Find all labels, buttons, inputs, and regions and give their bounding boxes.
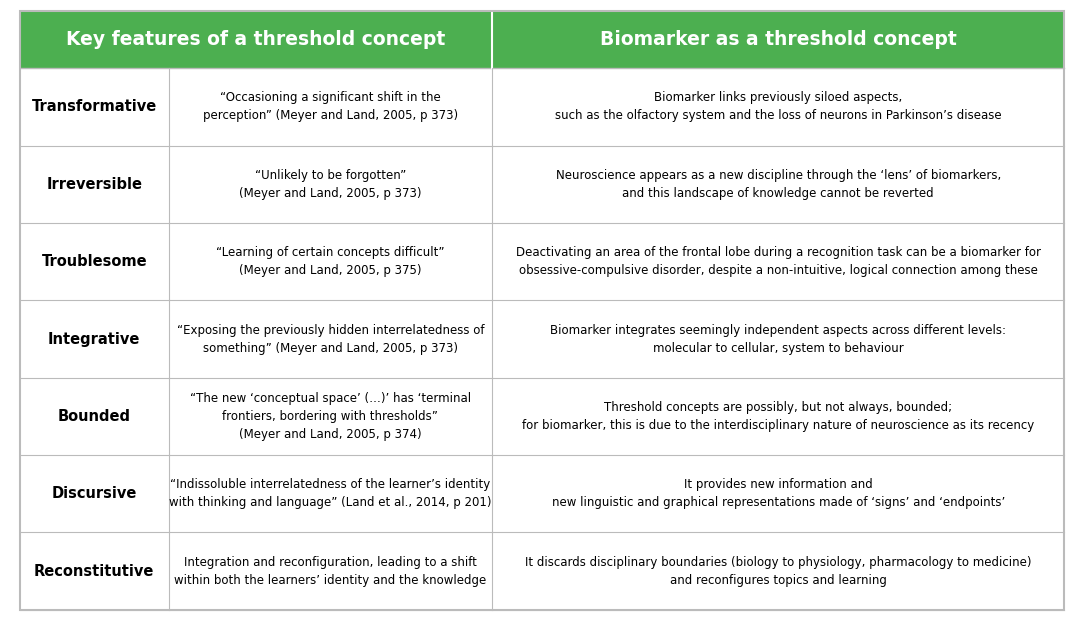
Text: Irreversible: Irreversible <box>47 177 142 192</box>
Text: Biomarker as a threshold concept: Biomarker as a threshold concept <box>599 30 956 49</box>
Text: Neuroscience appears as a new discipline through the ‘lens’ of biomarkers,
and t: Neuroscience appears as a new discipline… <box>555 169 1001 200</box>
Text: Discursive: Discursive <box>52 486 137 501</box>
Text: “Occasioning a significant shift in the
perception” (Meyer and Land, 2005, p 373: “Occasioning a significant shift in the … <box>203 91 457 122</box>
Text: It discards disciplinary boundaries (biology to physiology, pharmacology to medi: It discards disciplinary boundaries (bio… <box>525 556 1031 587</box>
Text: Reconstitutive: Reconstitutive <box>34 564 154 579</box>
Text: “Learning of certain concepts difficult”
(Meyer and Land, 2005, p 375): “Learning of certain concepts difficult”… <box>216 246 444 277</box>
Text: “Exposing the previously hidden interrelatedness of
something” (Meyer and Land, : “Exposing the previously hidden interrel… <box>177 324 485 355</box>
Text: Integration and reconfiguration, leading to a shift
within both the learners’ id: Integration and reconfiguration, leading… <box>175 556 487 587</box>
Text: Key features of a threshold concept: Key features of a threshold concept <box>66 30 446 49</box>
Text: “Indissoluble interrelatedness of the learner’s identity
with thinking and langu: “Indissoluble interrelatedness of the le… <box>169 478 492 509</box>
Text: Deactivating an area of the frontal lobe during a recognition task can be a biom: Deactivating an area of the frontal lobe… <box>516 246 1041 277</box>
Text: It provides new information and
new linguistic and graphical representations mad: It provides new information and new ling… <box>552 478 1005 509</box>
Text: Biomarker integrates seemingly independent aspects across different levels:
mole: Biomarker integrates seemingly independe… <box>551 324 1006 355</box>
Bar <box>20 11 492 68</box>
Text: “The new ‘conceptual space’ (…)’ has ‘terminal
frontiers, bordering with thresho: “The new ‘conceptual space’ (…)’ has ‘te… <box>190 392 470 441</box>
Text: Troublesome: Troublesome <box>41 254 147 270</box>
Bar <box>492 11 1064 68</box>
Text: “Unlikely to be forgotten”
(Meyer and Land, 2005, p 373): “Unlikely to be forgotten” (Meyer and La… <box>240 169 422 200</box>
Text: Integrative: Integrative <box>48 332 141 347</box>
Text: Biomarker links previously siloed aspects,
such as the olfactory system and the : Biomarker links previously siloed aspect… <box>555 91 1002 122</box>
Text: Threshold concepts are possibly, but not always, bounded;
for biomarker, this is: Threshold concepts are possibly, but not… <box>522 401 1034 432</box>
Text: Bounded: Bounded <box>57 409 131 424</box>
Text: Transformative: Transformative <box>31 99 157 114</box>
